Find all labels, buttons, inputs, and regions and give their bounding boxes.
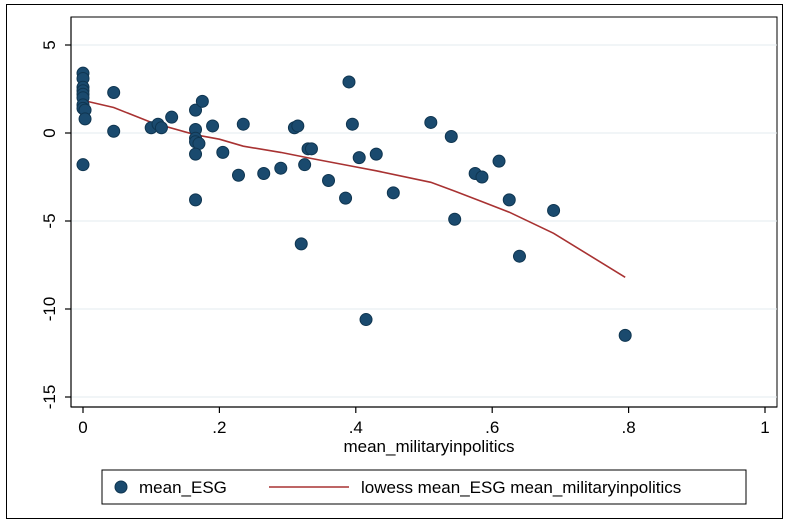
scatter-point — [189, 193, 203, 207]
scatter-point — [189, 147, 203, 161]
y-tick-label: -5 — [40, 213, 59, 228]
scatter-point — [304, 142, 318, 156]
scatter-point — [322, 174, 336, 188]
x-tick-label: 0 — [78, 418, 87, 437]
scatter-points-layer — [76, 66, 632, 342]
x-tick-label: .8 — [622, 418, 636, 437]
scatter-point — [189, 103, 203, 117]
y-tick-label: -10 — [40, 297, 59, 322]
legend: mean_ESG lowess mean_ESG mean_militaryin… — [101, 469, 747, 505]
scatter-point — [547, 203, 561, 217]
x-tick-label: .6 — [485, 418, 499, 437]
scatter-point — [369, 147, 383, 161]
scatter-point — [231, 168, 245, 182]
x-axis: 0 .2 .4 .6 .8 1 — [71, 406, 777, 437]
scatter-point — [154, 121, 168, 135]
scatter-point — [291, 119, 305, 133]
scatter-point — [107, 86, 121, 100]
scatter-point — [78, 112, 92, 126]
scatter-point — [339, 191, 353, 205]
scatter-point — [236, 117, 250, 131]
scatter-point — [216, 145, 230, 159]
scatter-point — [107, 124, 121, 138]
y-axis: 5 0 -5 -10 -15 — [40, 17, 72, 410]
legend-box — [101, 469, 747, 505]
scatter-point — [448, 212, 462, 226]
y-tick-label: 0 — [40, 128, 59, 137]
legend-label-mean-esg: mean_ESG — [139, 478, 227, 497]
scatter-point — [206, 119, 220, 133]
scatter-point — [257, 166, 271, 180]
scatter-point — [618, 328, 632, 342]
x-axis-title: mean_militaryinpolitics — [343, 437, 514, 456]
scatter-point — [274, 161, 288, 175]
scatter-point — [294, 237, 308, 251]
scatter-point — [492, 154, 506, 168]
scatter-point — [444, 130, 458, 144]
scatter-point — [352, 151, 366, 165]
y-tick-label: -15 — [40, 385, 59, 410]
chart-frame: 5 0 -5 -10 -15 0 .2 .4 .6 .8 1 mean_militaryinpol… — [6, 4, 783, 519]
scatter-point — [195, 94, 209, 108]
scatter-point — [359, 313, 373, 327]
scatter-point — [475, 170, 489, 184]
scatter-point — [424, 115, 438, 129]
plot-area — [70, 16, 778, 408]
scatter-point — [298, 158, 312, 172]
scatter-point — [345, 117, 359, 131]
chart-svg: 5 0 -5 -10 -15 0 .2 .4 .6 .8 1 mean_militaryinpol… — [40, 16, 778, 505]
scatter-point — [502, 193, 516, 207]
x-tick-label: 1 — [760, 418, 769, 437]
lowess-line — [82, 99, 626, 278]
scatter-point — [386, 186, 400, 200]
lowess-line-layer — [82, 99, 626, 278]
y-tick-label: 5 — [40, 40, 59, 49]
x-tick-label: .4 — [349, 418, 363, 437]
scatter-point — [76, 158, 90, 172]
scatter-point — [512, 249, 526, 263]
x-tick-label: .2 — [212, 418, 226, 437]
legend-label-lowess: lowess mean_ESG mean_militaryinpolitics — [361, 478, 681, 497]
scatter-point — [165, 110, 179, 124]
scatter-point — [342, 75, 356, 89]
legend-marker-mean-esg — [114, 480, 128, 494]
